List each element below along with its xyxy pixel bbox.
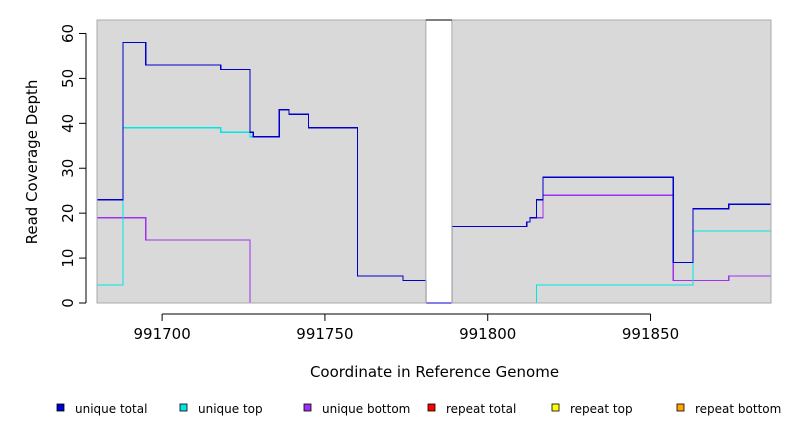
- series-line-unique-total: [97, 41, 772, 304]
- legend-label: repeat total: [446, 402, 516, 416]
- plot-background: [97, 20, 771, 303]
- legend-swatch: [56, 403, 65, 412]
- legend: unique total unique top unique bottom repea…: [56, 402, 781, 416]
- y-axis-title: Read Coverage Depth: [23, 80, 41, 245]
- y-tick-label: 50: [59, 69, 77, 88]
- x-tick-label: 991800: [459, 325, 516, 343]
- x-tick-label: 991750: [296, 325, 353, 343]
- y-tick-label: 0: [59, 298, 77, 308]
- panel-border: [96, 19, 427, 304]
- plot-frame: [96, 19, 772, 304]
- y-tick-label: 40: [59, 114, 77, 133]
- y-tick-label: 60: [59, 24, 77, 43]
- y-tick-label: 30: [59, 159, 77, 178]
- plot-panel: [97, 20, 426, 303]
- legend-swatch: [551, 403, 560, 412]
- plot-panel: [451, 20, 771, 303]
- legend-label: unique top: [198, 402, 263, 416]
- legend-label: repeat bottom: [695, 402, 781, 416]
- x-tick-label: 991700: [133, 325, 190, 343]
- x-axis: 991700 991750 991800 991850: [133, 313, 679, 343]
- legend-swatch: [676, 403, 685, 412]
- legend-swatch: [303, 403, 312, 412]
- y-axis: 0 10 20 30 40 50 60: [59, 24, 87, 308]
- y-tick-label: 20: [59, 204, 77, 223]
- legend-swatch: [427, 403, 436, 412]
- legend-label: repeat top: [570, 402, 633, 416]
- x-axis-title: Coordinate in Reference Genome: [310, 363, 559, 381]
- legend-label: unique total: [75, 402, 147, 416]
- panel-border: [451, 19, 772, 304]
- x-tick-label: 991850: [622, 325, 679, 343]
- y-tick-label: 10: [59, 249, 77, 268]
- legend-swatch: [179, 403, 188, 412]
- legend-label: unique bottom: [322, 402, 410, 416]
